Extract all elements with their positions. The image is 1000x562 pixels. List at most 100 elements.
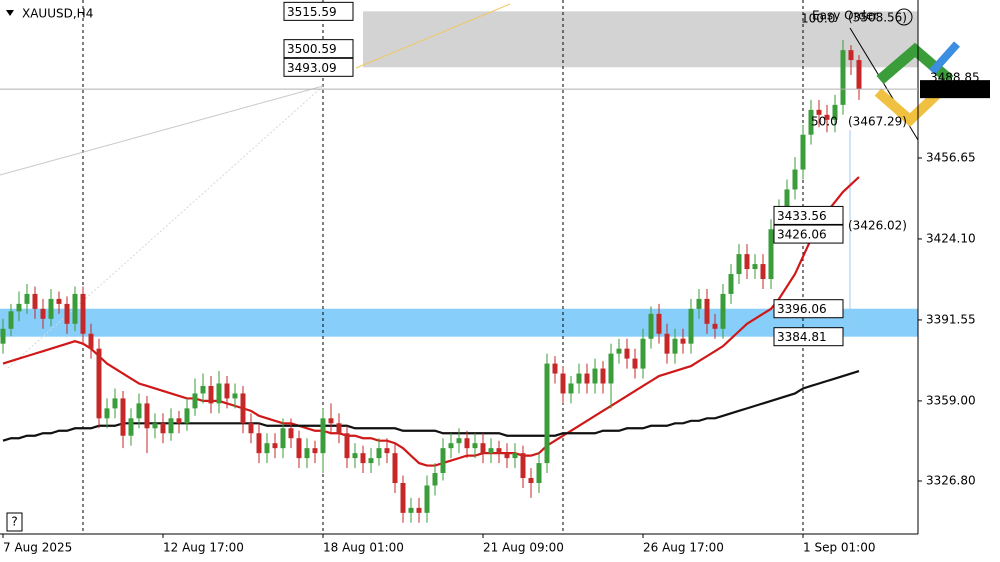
price-label-box bbox=[283, 57, 354, 77]
candle-body bbox=[216, 383, 222, 404]
candle-body bbox=[512, 453, 518, 459]
candle-body bbox=[328, 418, 334, 424]
symbol-menu[interactable] bbox=[6, 10, 14, 16]
logo-mark bbox=[929, 41, 960, 75]
y-tick-label: 3391.55 bbox=[926, 312, 976, 326]
candle-body bbox=[0, 328, 6, 344]
candle-body bbox=[496, 448, 502, 454]
candle-body bbox=[176, 418, 182, 424]
candle-body bbox=[280, 428, 286, 449]
candle-body bbox=[368, 458, 374, 464]
candle-body bbox=[40, 308, 46, 319]
candle-body bbox=[392, 453, 398, 484]
candle-body bbox=[528, 478, 534, 484]
candle-body bbox=[144, 403, 150, 429]
candle-body bbox=[272, 443, 278, 449]
candle-body bbox=[480, 443, 486, 454]
candle-body bbox=[544, 363, 550, 464]
candle-body bbox=[592, 368, 598, 384]
candle-body bbox=[824, 114, 830, 120]
candle-body bbox=[336, 423, 342, 434]
candle-body bbox=[744, 254, 750, 270]
candle-body bbox=[760, 264, 766, 280]
y-tick-label: 3424.10 bbox=[926, 231, 976, 245]
candle-body bbox=[576, 373, 582, 384]
candle-body bbox=[552, 363, 558, 374]
panel-label: Easy Order bbox=[812, 9, 878, 23]
candle-body bbox=[448, 443, 454, 449]
price-label: 3493.09 bbox=[287, 61, 337, 75]
price-label: 3396.06 bbox=[777, 302, 827, 316]
candle-body bbox=[784, 189, 790, 210]
candle-body bbox=[416, 507, 422, 513]
candle-body bbox=[64, 303, 70, 324]
candle-body bbox=[640, 338, 646, 369]
candle-body bbox=[208, 385, 214, 404]
candle-body bbox=[856, 60, 862, 90]
candle-body bbox=[472, 443, 478, 449]
candle-body bbox=[248, 423, 254, 434]
candle-body bbox=[32, 293, 38, 309]
candle-body bbox=[128, 418, 134, 436]
candle-body bbox=[192, 393, 198, 409]
candle-body bbox=[88, 333, 94, 349]
candle-body bbox=[464, 438, 470, 449]
price-label: 3426.06 bbox=[777, 228, 827, 242]
zone bbox=[363, 11, 918, 68]
fib-price: (3426.02) bbox=[848, 219, 907, 233]
candle-body bbox=[264, 443, 270, 454]
candle-body bbox=[240, 393, 246, 424]
candle-body bbox=[720, 293, 726, 329]
candle-body bbox=[352, 453, 358, 459]
candle-body bbox=[672, 338, 678, 354]
candle-body bbox=[232, 393, 238, 399]
candle-body bbox=[728, 274, 734, 294]
x-tick-label: 12 Aug 17:00 bbox=[163, 541, 244, 555]
candle-body bbox=[648, 313, 654, 339]
price-label: 3515.59 bbox=[287, 5, 337, 19]
trend-line bbox=[355, 3, 511, 69]
candle-body bbox=[712, 323, 718, 329]
candle-body bbox=[80, 293, 86, 334]
candle-body bbox=[400, 483, 406, 513]
fib-price: (3508.56) bbox=[848, 11, 907, 25]
price-label: 3433.56 bbox=[777, 209, 827, 223]
x-tick-label: 18 Aug 01:00 bbox=[323, 541, 404, 555]
candle-body bbox=[16, 303, 22, 312]
price-label-box bbox=[773, 205, 844, 225]
candle-body bbox=[560, 373, 566, 394]
candle-body bbox=[688, 308, 694, 344]
price-label: 3384.81 bbox=[777, 330, 827, 344]
candle-body bbox=[424, 485, 430, 513]
price-label-box bbox=[283, 1, 354, 21]
candle-body bbox=[832, 104, 838, 120]
candle-body bbox=[304, 448, 310, 459]
candle-body bbox=[24, 293, 30, 304]
chart-title: XAUUSD,H4 bbox=[22, 7, 93, 21]
candle-body bbox=[360, 453, 366, 464]
candle-body bbox=[168, 418, 174, 434]
candle-body bbox=[664, 333, 670, 354]
candle-body bbox=[736, 254, 742, 275]
y-tick-label: 3359.00 bbox=[926, 393, 976, 407]
candle-body bbox=[816, 109, 822, 115]
price-label-box bbox=[773, 299, 844, 319]
price-label-box bbox=[283, 39, 354, 59]
close-button[interactable] bbox=[895, 8, 913, 26]
candle-body bbox=[504, 453, 510, 459]
candle-body bbox=[616, 348, 622, 354]
candle-body bbox=[112, 398, 118, 409]
fib-level: 50.0 bbox=[811, 115, 838, 129]
candle-body bbox=[136, 403, 142, 419]
candle-body bbox=[120, 398, 126, 436]
candle-body bbox=[312, 448, 318, 454]
x-tick-label: 21 Aug 09:00 bbox=[483, 541, 564, 555]
help-button[interactable] bbox=[6, 512, 23, 532]
candle-body bbox=[224, 383, 230, 399]
candle-body bbox=[752, 264, 758, 270]
candle-body bbox=[432, 473, 438, 486]
candle-body bbox=[200, 385, 206, 394]
candle-body bbox=[848, 50, 854, 61]
